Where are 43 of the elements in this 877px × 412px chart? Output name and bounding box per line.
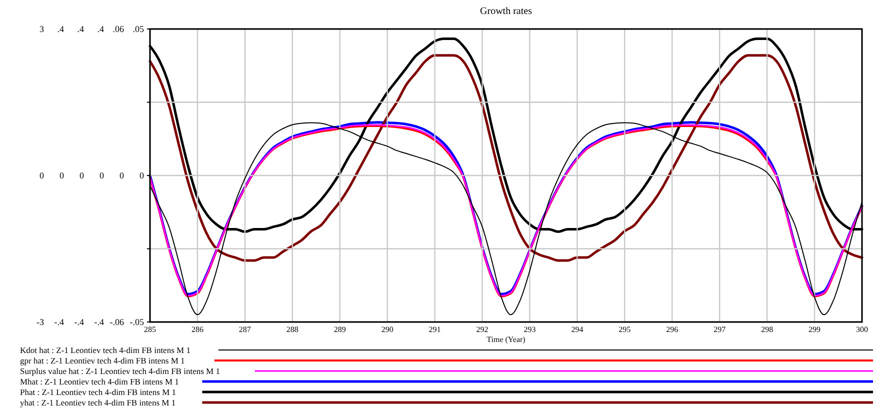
text: Surplus value hat : Z-1 Leontiev tech 4-dim FB intens M 1 <box>20 366 220 376</box>
x-tick-label: 292 <box>476 325 488 334</box>
y-tick-label: -.4 <box>54 316 64 327</box>
y-tick-label: 0 <box>120 170 124 180</box>
x-tick-label: 297 <box>714 325 726 334</box>
x-tick-label: 288 <box>286 325 298 334</box>
x-tick-label: 296 <box>666 325 678 334</box>
y-tick-label: -.06 <box>110 316 124 327</box>
x-tick-label: 298 <box>761 325 774 334</box>
y-tick-label: -.4 <box>94 316 104 327</box>
x-axis-title: Time (Year) <box>486 335 526 344</box>
y-tick-label: .4 <box>97 24 104 34</box>
x-tick-label: 294 <box>571 325 584 334</box>
text: gpr hat : Z-1 Leontiev tech 4-dim FB intens M 1 <box>20 356 185 366</box>
text: yhat : Z-1 Leontiev tech 4-dim FB intens M 1 <box>20 398 176 408</box>
y-tick-label: .06 <box>112 24 124 34</box>
y-tick-label: 0 <box>140 170 144 180</box>
y-tick-label: 0 <box>100 170 104 180</box>
x-tick-label: 300 <box>856 325 868 334</box>
y-tick-label: 3 <box>40 24 44 34</box>
text: Mhat : Z-1 Leontiev tech 4-dim FB intens M 1 <box>20 376 179 386</box>
x-tick-label: 290 <box>381 325 394 334</box>
y-tick-label: 0 <box>40 170 44 180</box>
y-tick-label: .4 <box>77 24 84 34</box>
x-tick-label: 287 <box>238 325 251 334</box>
line-series <box>148 54 864 262</box>
x-tick-label: 291 <box>428 325 441 334</box>
x-tick-label: 295 <box>618 325 631 334</box>
y-tick-label: -.4 <box>74 316 84 327</box>
y-tick-label: 0 <box>60 170 64 180</box>
y-tick-label: -.05 <box>130 316 144 327</box>
x-tick-label: 289 <box>334 325 346 334</box>
x-tick-label: 285 <box>144 325 156 334</box>
chart-title: Growth rates <box>480 6 532 17</box>
y-tick-label: .05 <box>132 24 144 34</box>
y-tick-label: -3 <box>36 316 44 327</box>
text: Phat : Z-1 Leontiev tech 4-dim FB intens M 1 <box>20 387 176 397</box>
text: Kdot hat : Z-1 Leontiev tech 4-dim FB intens M 1 <box>20 345 190 355</box>
y-tick-label: 0 <box>80 170 84 180</box>
x-tick-label: 286 <box>191 325 204 334</box>
x-tick-label: 299 <box>808 325 821 334</box>
y-tick-label: .4 <box>57 24 64 34</box>
x-tick-label: 293 <box>524 325 536 334</box>
